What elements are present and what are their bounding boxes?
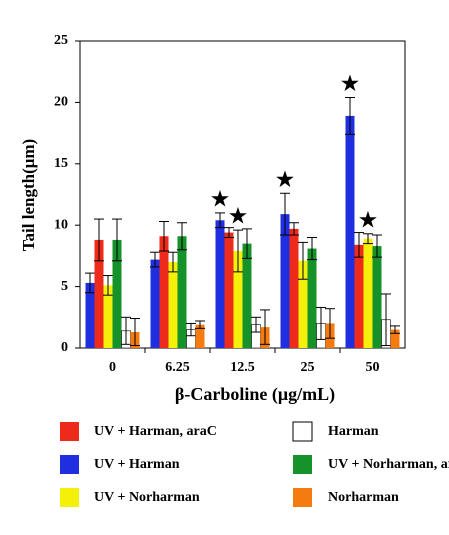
bar xyxy=(177,236,187,348)
legend-label: Norharman xyxy=(328,490,399,505)
y-tick-label: 20 xyxy=(54,95,68,110)
y-axis-label: Tail length(μm) xyxy=(19,139,38,251)
legend-label: Harman xyxy=(328,424,379,439)
bar xyxy=(298,260,308,348)
error-bar xyxy=(316,306,326,340)
legend-swatch xyxy=(293,488,312,507)
x-tick-label: 0 xyxy=(109,360,116,375)
y-tick-label: 5 xyxy=(61,279,68,294)
bar xyxy=(224,232,234,348)
error-bar xyxy=(363,233,373,245)
significance-marker: ★ xyxy=(229,206,247,228)
significance-marker: ★ xyxy=(341,73,359,95)
error-bar xyxy=(233,229,243,273)
bar xyxy=(150,259,160,348)
bar xyxy=(363,238,373,348)
bar xyxy=(103,285,113,348)
error-bar xyxy=(325,308,335,339)
x-tick-label: 25 xyxy=(301,360,315,375)
error-bar xyxy=(354,232,364,258)
error-bar xyxy=(289,222,299,236)
significance-marker: ★ xyxy=(276,169,294,191)
error-bar xyxy=(251,316,261,333)
bar xyxy=(280,214,290,348)
y-tick-label: 15 xyxy=(54,156,68,171)
bar xyxy=(307,248,317,348)
error-bar xyxy=(390,325,400,334)
bar xyxy=(112,239,122,348)
x-tick-label: 50 xyxy=(366,360,380,375)
bar xyxy=(233,250,243,348)
error-bar xyxy=(215,212,225,229)
error-bar xyxy=(372,234,382,258)
error-bar xyxy=(112,218,122,262)
significance-marker: ★ xyxy=(211,189,229,211)
y-tick-label: 0 xyxy=(61,340,68,355)
error-bar xyxy=(85,272,95,294)
legend-swatch xyxy=(292,421,313,442)
legend-label: UV + Harman xyxy=(94,457,180,472)
error-bar xyxy=(224,227,234,238)
bar xyxy=(195,324,205,348)
y-tick-label: 10 xyxy=(54,217,68,232)
bar xyxy=(242,243,252,348)
bar xyxy=(345,115,355,349)
legend-swatch xyxy=(60,422,79,441)
error-bar xyxy=(260,309,270,345)
bar xyxy=(94,239,104,348)
bar xyxy=(289,228,299,348)
legend-label: UV + Harman, araC xyxy=(94,424,217,439)
error-bar xyxy=(121,316,131,345)
legend-swatch xyxy=(60,455,79,474)
x-tick-label: 12.5 xyxy=(230,360,255,375)
error-bar xyxy=(103,275,113,296)
error-bar xyxy=(168,251,178,273)
bar xyxy=(354,244,364,348)
error-bar xyxy=(159,221,169,252)
error-bar xyxy=(130,318,140,347)
bar xyxy=(215,220,225,348)
error-bar xyxy=(345,96,355,135)
error-bar xyxy=(186,322,196,337)
error-bar xyxy=(280,192,290,236)
bar xyxy=(85,282,95,348)
bar xyxy=(390,329,400,348)
error-bar xyxy=(94,218,104,262)
legend-swatch xyxy=(60,488,79,507)
legend-label: UV + Norharman xyxy=(94,490,200,505)
significance-marker: ★ xyxy=(359,209,377,231)
error-bar xyxy=(381,293,391,347)
x-axis-label: β-Carboline (μg/mL) xyxy=(175,384,335,405)
error-bar xyxy=(307,236,317,261)
bar xyxy=(159,236,169,348)
legend-label: UV + Norharman, araC xyxy=(328,457,449,472)
error-bar xyxy=(195,320,205,329)
legend-swatch xyxy=(293,455,312,474)
error-bar xyxy=(298,241,308,280)
error-bar xyxy=(177,222,187,251)
error-bar xyxy=(150,251,160,268)
error-bar xyxy=(242,228,252,259)
bar xyxy=(372,246,382,348)
x-tick-label: 6.25 xyxy=(165,360,190,375)
bar xyxy=(168,262,178,348)
y-tick-label: 25 xyxy=(54,33,68,48)
